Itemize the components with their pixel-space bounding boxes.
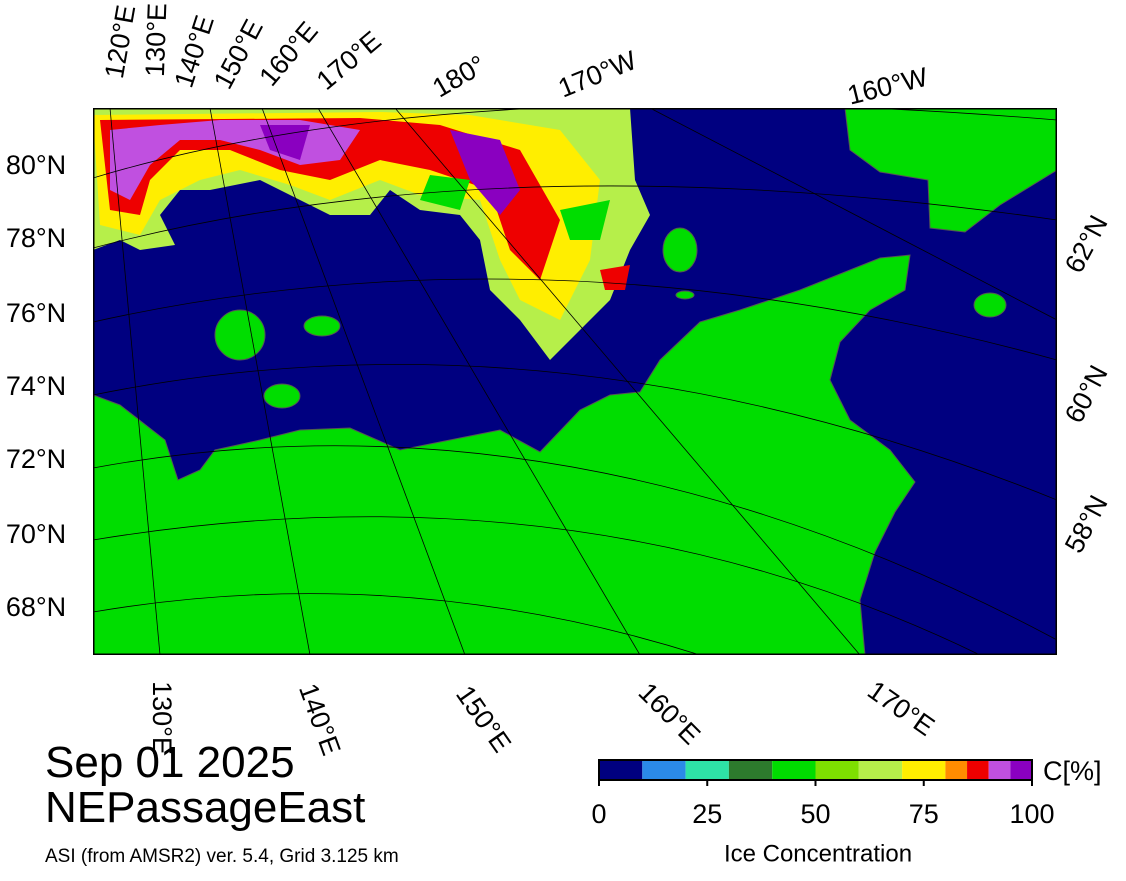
coordinate-label: 62°N	[1059, 210, 1114, 277]
coordinate-label: 140°E	[293, 680, 346, 760]
sea-ice	[93, 108, 650, 360]
coordinate-label: 130°E	[147, 681, 177, 755]
colorbar-tick-label: 50	[800, 799, 830, 829]
coordinate-label: 78°N	[6, 223, 66, 253]
colorbar-bin	[599, 760, 643, 780]
region: NEPassageEast	[45, 783, 365, 832]
coordinate-label: 170°W	[554, 45, 641, 103]
colorbar-tick-label: 0	[591, 799, 606, 829]
land	[93, 254, 916, 655]
colorbar-bin	[685, 760, 729, 780]
colorbar-bin	[815, 760, 859, 780]
colorbar-bin	[642, 760, 686, 780]
colorbar-unit: C[%]	[1043, 756, 1102, 786]
coordinate-label: 68°N	[6, 592, 66, 622]
map	[93, 108, 1057, 655]
coordinate-label: 180°	[427, 49, 490, 103]
coordinate-label: 130°E	[140, 3, 173, 78]
colorbar-bin	[772, 760, 816, 780]
coordinate-label: 160°E	[633, 677, 706, 750]
island	[662, 227, 698, 273]
island	[263, 383, 301, 409]
colorbar-bin	[988, 760, 1011, 780]
coordinate-label: 72°N	[6, 444, 66, 474]
colorbar-bin	[858, 760, 903, 780]
colorbar-bin	[728, 760, 773, 780]
colorbar-tick-label: 75	[909, 799, 939, 829]
colorbar-bin	[945, 760, 968, 780]
colorbar-label: Ice Concentration	[724, 840, 912, 867]
colorbar-bin	[967, 760, 989, 780]
island	[303, 315, 341, 337]
colorbar-bin	[902, 760, 946, 780]
coordinate-label: 120°E	[99, 3, 141, 81]
island	[675, 290, 695, 300]
colorbar-bin	[1010, 760, 1032, 780]
colorbar: 0 25 50 75 100	[591, 759, 1055, 829]
source: ASI (from AMSR2) ver. 5.4, Grid 3.125 km	[45, 846, 399, 867]
colorbar-tick-label: 25	[692, 799, 722, 829]
coordinate-label: 170°E	[862, 675, 940, 742]
coordinate-label: 74°N	[6, 371, 66, 401]
date: Sep 01 2025	[45, 738, 295, 787]
land	[844, 108, 1057, 233]
island	[973, 292, 1007, 318]
coordinate-label: 160°W	[844, 62, 931, 111]
colorbar-tick-label: 100	[1009, 799, 1054, 829]
coordinate-label: 70°N	[6, 519, 66, 549]
coordinate-label: 80°N	[6, 150, 66, 180]
coordinate-label: 76°N	[6, 298, 66, 328]
island	[214, 309, 266, 361]
coordinate-label: 58°N	[1059, 490, 1114, 557]
coordinate-label: 150°E	[450, 680, 517, 758]
coordinate-label: 60°N	[1059, 360, 1114, 427]
